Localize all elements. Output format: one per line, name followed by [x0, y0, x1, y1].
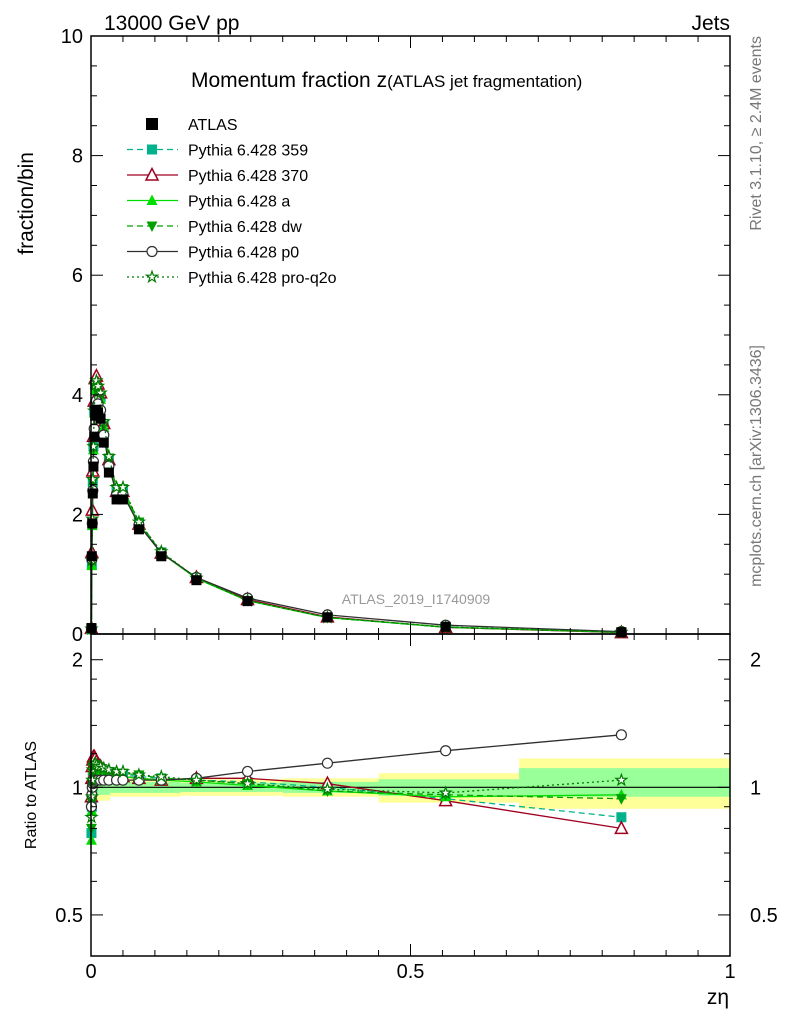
- ratio-series-marker: [131, 767, 147, 782]
- ratio-series-marker: [616, 812, 627, 823]
- y-axis-label: fraction/bin: [15, 152, 38, 255]
- legend-marker: [146, 118, 158, 130]
- rivet-label: Rivet 3.1.10, ≥ 2.4M events: [748, 36, 765, 231]
- legend-label: Pythia 6.428 359: [188, 143, 308, 160]
- ratio-series-marker: [614, 772, 629, 787]
- atlas-data-point: [133, 524, 144, 535]
- ratio-tick-label-right: 2: [750, 650, 761, 672]
- series-marker: [90, 378, 106, 393]
- legend-marker: [144, 269, 160, 284]
- main-panel: 0 2 4 6 8 10 Momentum fraction z(ATLAS jet fr…: [15, 26, 731, 646]
- legend-marker: [146, 221, 158, 232]
- y-tick-label: 4: [72, 385, 83, 407]
- atlas-data-point: [117, 494, 128, 505]
- atlas-data-point: [86, 551, 97, 562]
- ratio-panel: 0.5 0.5 1 1 2 2 0 0.5 1 Ratio to ATLAS zη: [23, 633, 778, 1009]
- legend-marker: [144, 166, 160, 181]
- atlas-data-point: [88, 461, 99, 472]
- legend-label: Pythia 6.428 a: [188, 194, 290, 211]
- ratio-series-marker: [321, 757, 334, 769]
- title-main: Momentum fraction z: [191, 69, 387, 92]
- atlas-data-point: [616, 627, 627, 638]
- atlas-data-point: [89, 431, 100, 442]
- atlas-data-point: [156, 551, 167, 562]
- ratio-series-marker: [117, 774, 129, 786]
- ratio-series-marker: [615, 794, 627, 805]
- x-tick-label: 1: [724, 961, 735, 983]
- legend-label: Pythia 6.428 pro-q2o: [188, 270, 337, 287]
- atlas-data-point: [242, 596, 253, 607]
- ratio-series-marker: [614, 820, 629, 835]
- header-left: 13000 GeV pp: [104, 12, 239, 35]
- series-marker: [131, 514, 147, 529]
- mcplots-label: mcplots.cern.ch [arXiv:1306.3436]: [748, 345, 765, 587]
- main-frame: [90, 35, 731, 635]
- ratio-series-marker: [241, 765, 254, 778]
- ratio-tick-label: 1: [72, 777, 83, 799]
- header-right: Jets: [691, 12, 730, 35]
- y-tick-label: 0: [72, 624, 83, 646]
- ratio-series-marker: [101, 762, 117, 776]
- ratio-tick-label-right: 1: [750, 777, 761, 799]
- atlas-data-point: [440, 621, 451, 632]
- atlas-data-point: [98, 437, 109, 448]
- y-tick-label: 8: [72, 146, 83, 168]
- ratio-series-marker: [153, 768, 169, 783]
- y-tick-label: 6: [72, 265, 83, 287]
- atlas-data-point: [87, 518, 98, 529]
- legend: ATLAS Pythia 6.428 359 Pythia 6.428 370 Pyt…: [127, 117, 337, 287]
- ratio-series-marker: [440, 745, 452, 757]
- legend-label: Pythia 6.428 p0: [188, 245, 299, 262]
- atlas-data-point: [93, 407, 104, 418]
- series-marker: [101, 448, 117, 463]
- ratio-series-marker: [84, 789, 100, 803]
- atlas-data-point: [103, 467, 114, 478]
- legend-label: Pythia 6.428 dw: [188, 219, 302, 236]
- atlas-data-point: [111, 494, 122, 505]
- series-marker: [89, 372, 104, 387]
- x-tick-label: 0.5: [397, 961, 425, 983]
- ratio-tick-label: 0.5: [55, 905, 83, 927]
- plot-title: Momentum fraction z(ATLAS jet fragmentat…: [191, 69, 582, 92]
- legend-marker: [147, 144, 157, 155]
- atlas-data-point: [95, 413, 106, 424]
- ratio-series-marker: [240, 776, 255, 790]
- series-marker: [85, 471, 101, 486]
- legend-marker: [146, 245, 158, 258]
- ratio-series-marker: [615, 729, 627, 741]
- legend-marker: [146, 194, 158, 205]
- ratio-series-marker: [320, 781, 335, 796]
- x-tick-label: 0: [85, 961, 96, 983]
- ratio-series-marker: [115, 763, 131, 778]
- legend-label: ATLAS: [188, 117, 238, 134]
- x-axis-label: zη: [707, 986, 729, 1009]
- y-tick-label: 10: [61, 26, 83, 48]
- atlas-data-point: [322, 612, 333, 623]
- series-marker: [86, 438, 101, 453]
- ratio-series-marker: [438, 785, 453, 800]
- ratio-tick-label: 2: [72, 650, 83, 672]
- ratio-y-axis-label: Ratio to ATLAS: [23, 741, 40, 849]
- ratio-tick-label-right: 0.5: [750, 905, 778, 927]
- title-sub: (ATLAS jet fragmentation): [387, 72, 582, 91]
- series-marker: [115, 479, 131, 494]
- analysis-label: ATLAS_2019_I1740909: [342, 591, 491, 607]
- ratio-series-marker: [189, 772, 204, 787]
- legend-label: Pythia 6.428 370: [188, 168, 308, 185]
- atlas-data-point: [191, 575, 202, 586]
- y-tick-label: 2: [72, 504, 83, 526]
- atlas-data-point: [87, 488, 98, 499]
- ratio-series-marker: [85, 772, 100, 787]
